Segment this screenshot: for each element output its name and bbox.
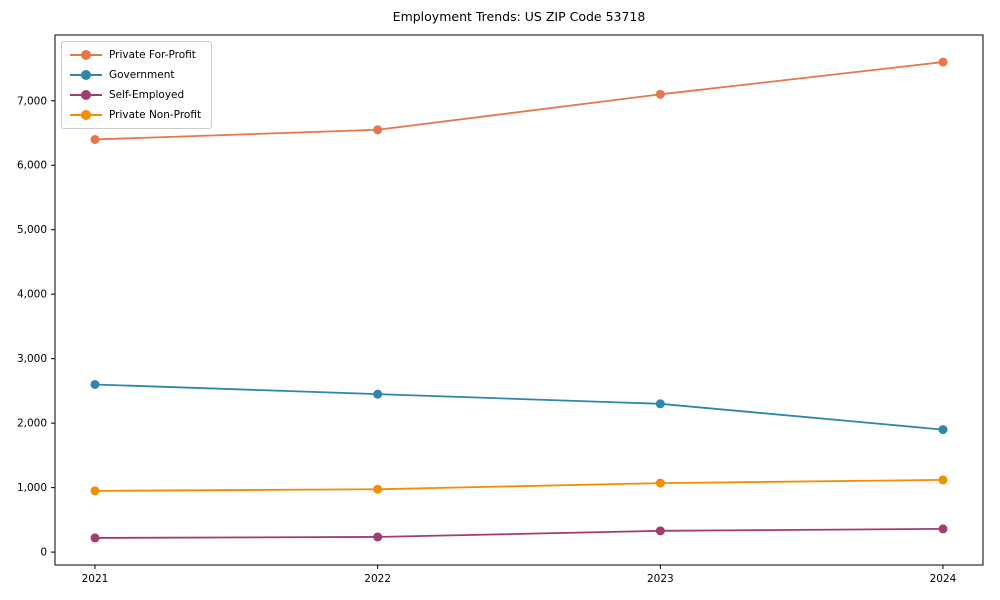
y-tick-label: 5,000 <box>17 224 47 236</box>
x-tick-label: 2024 <box>930 573 957 585</box>
series-point-private-non-profit <box>373 484 383 494</box>
series-point-private-non-profit <box>655 478 665 488</box>
y-tick-label: 3,000 <box>17 353 47 365</box>
series-point-self-employed <box>938 524 948 534</box>
legend-line-dot-icon <box>70 90 102 100</box>
legend-line-dot-icon <box>70 50 102 60</box>
legend-item-self-employed: Self-Employed <box>70 87 201 103</box>
series-point-private-for-profit <box>90 134 100 144</box>
series-point-private-for-profit <box>938 57 948 67</box>
legend-label: Private Non-Profit <box>109 109 202 121</box>
series-line-private-non-profit <box>94 478 944 492</box>
x-tick-label: 2021 <box>82 573 109 585</box>
series-point-government <box>373 389 383 399</box>
x-tick-label: 2022 <box>364 573 391 585</box>
y-tick-label: 4,000 <box>17 289 47 301</box>
legend-line-dot-icon <box>70 70 102 80</box>
legend-label: Private For-Profit <box>109 49 196 61</box>
series-point-private-for-profit <box>655 89 665 99</box>
series-point-private-non-profit <box>938 475 948 485</box>
series-point-self-employed <box>373 532 383 542</box>
legend-line-dot-icon <box>70 110 102 120</box>
series-point-self-employed <box>90 533 100 543</box>
plot-border <box>54 34 984 566</box>
y-tick-label: 7,000 <box>17 95 47 107</box>
x-tick-label: 2023 <box>647 573 674 585</box>
series-point-government <box>655 399 665 409</box>
series-point-private-non-profit <box>90 486 100 496</box>
series-line-self-employed <box>94 527 944 539</box>
series-line-government <box>94 383 944 431</box>
y-tick-label: 0 <box>40 547 47 559</box>
series-point-government <box>938 425 948 435</box>
series-point-self-employed <box>655 526 665 536</box>
series-line-private-for-profit <box>94 61 944 141</box>
y-tick-label: 2,000 <box>17 418 47 430</box>
legend-item-private-for-profit: Private For-Profit <box>70 47 201 63</box>
series-point-government <box>90 379 100 389</box>
legend-label: Government <box>109 69 175 81</box>
legend-item-private-non-profit: Private Non-Profit <box>70 107 201 123</box>
legend-item-government: Government <box>70 67 201 83</box>
series-point-private-for-profit <box>373 125 383 135</box>
chart-title: Employment Trends: US ZIP Code 53718 <box>392 9 646 24</box>
legend: Private For-Profit Government Self-Employe… <box>61 41 213 129</box>
y-tick-label: 6,000 <box>17 160 47 172</box>
y-tick-label: 1,000 <box>17 482 47 494</box>
legend-label: Self-Employed <box>109 89 185 101</box>
